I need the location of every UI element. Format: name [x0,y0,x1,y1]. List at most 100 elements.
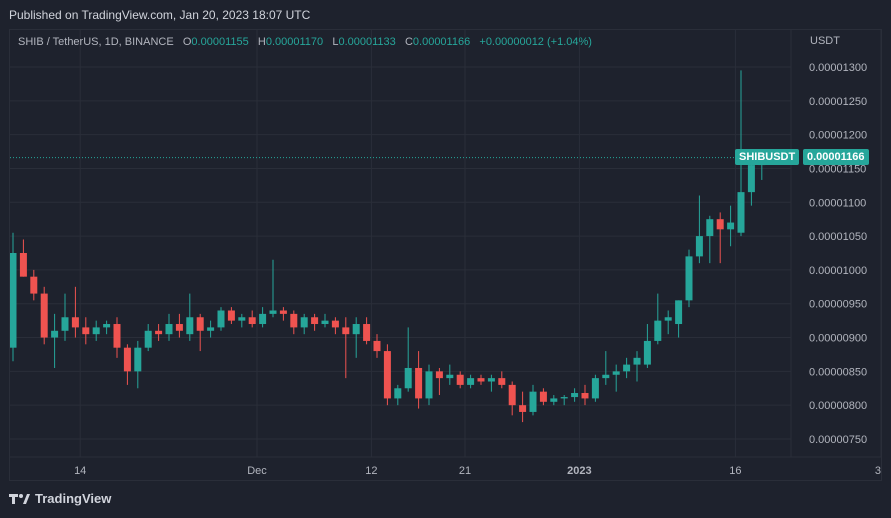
x-tick-label: 12 [365,465,377,477]
candle-body [716,219,724,230]
candle-body [134,347,142,372]
tradingview-logo-icon [9,493,30,504]
candle-body [456,374,464,385]
candle-body [217,310,225,328]
candle-body [227,310,235,321]
candle-body [113,324,121,348]
close-label: C [404,36,413,48]
candle-body [425,371,433,399]
y-tick-label: 0.00000950 [809,299,867,311]
tradingview-brand: TradingView [35,491,112,506]
candle-body [519,405,527,412]
last-price-value-tag: 0.00001166 [803,148,869,165]
candle-body [612,371,620,375]
y-tick-label: 0.00001250 [809,96,867,108]
candle-body [10,253,17,348]
candle-body [186,317,194,335]
candle-body [394,388,402,399]
candlestick-chart[interactable]: 0.00000750 0.00000800 0.00000850 0.00000900… [10,30,882,481]
candle-body [155,330,163,335]
candle-body [51,330,59,338]
y-tick-label: 0.00001300 [809,62,867,74]
candle-body [175,324,183,331]
low-label: L [332,36,339,48]
candle-body [103,324,111,328]
candle-body [165,324,173,335]
candle-body [331,320,339,328]
candle-body [342,327,350,335]
candle-body [259,313,267,325]
candle-body [664,317,672,321]
candle-body [30,276,38,294]
y-tick-label: 0.00000800 [809,400,867,412]
y-tick-label: 0.00000850 [809,366,867,378]
candle-body [19,253,27,277]
candle-body [508,384,516,406]
x-tick-label: 21 [459,465,471,477]
candle-body [321,320,329,325]
chart-frame[interactable]: 0.00000750 0.00000800 0.00000850 0.00000900… [9,29,882,481]
published-header: Published on TradingView.com, Jan 20, 20… [9,8,311,22]
candle-body [435,371,443,379]
candle-body [654,320,662,341]
candle-body [196,317,204,331]
candle-body [40,293,48,338]
candle-body [311,317,319,325]
candle-body [467,378,475,385]
candle-body [529,391,537,412]
symbol-legend: SHIB / TetherUS, 1D, BINANCE O0.00001155… [18,36,592,48]
candle-body [747,165,755,193]
candle-body [602,374,610,379]
candle-body [581,393,589,399]
price-axis-unit: USDT [810,35,840,47]
close-value: 0.00001166 [412,36,471,48]
candle-body [487,378,495,382]
candle-body [248,317,256,325]
candle-body [71,317,79,328]
candle-body [695,236,703,257]
high-value: 0.00001170 [265,36,324,48]
x-tick-label: Dec [247,465,267,477]
candle-body [238,317,246,321]
candle-body [706,219,714,237]
candle-body [727,222,735,230]
candle-body [643,340,651,365]
symbol-label[interactable]: SHIB / TetherUS, 1D, BINANCE [18,36,174,48]
y-tick-label: 0.00001050 [809,231,867,243]
x-tick-label: 2023 [567,465,591,477]
candle-body [539,391,547,402]
candle-body [92,327,100,335]
last-price-ticker-tag: SHIBUSDT [735,148,800,165]
tradingview-footer[interactable]: TradingView [9,491,111,506]
candle-body [560,397,568,399]
low-value: 0.00001133 [338,36,396,48]
candle-body [290,313,298,328]
candle-body [685,256,693,301]
high-label: H [257,36,266,48]
open-label: O [182,36,192,48]
y-tick-label: 0.00001150 [809,163,866,175]
candle-body [591,378,599,399]
y-tick-label: 0.00001200 [809,130,867,142]
open-value: 0.00001155 [191,36,249,48]
candle-body [498,378,506,385]
candle-body [477,378,485,382]
candle-body [269,310,277,314]
y-tick-label: 0.00000900 [809,333,867,345]
candle-body [207,327,215,331]
candle-body [675,300,683,325]
candle-body [623,364,631,372]
candle-body [633,357,641,365]
candle-body [123,347,131,372]
x-tick-label: 30 [875,465,882,477]
candle-body [415,367,423,399]
candle-body [550,398,558,402]
candle-body [373,340,381,352]
change-value: +0.00000012 (+1.04%) [479,36,592,48]
candle-body [446,374,454,379]
y-tick-label: 0.00000750 [809,434,867,446]
candle-body [363,324,371,341]
candle-body [279,310,287,314]
y-tick-label: 0.00001000 [809,265,867,277]
candle-body [404,367,412,389]
